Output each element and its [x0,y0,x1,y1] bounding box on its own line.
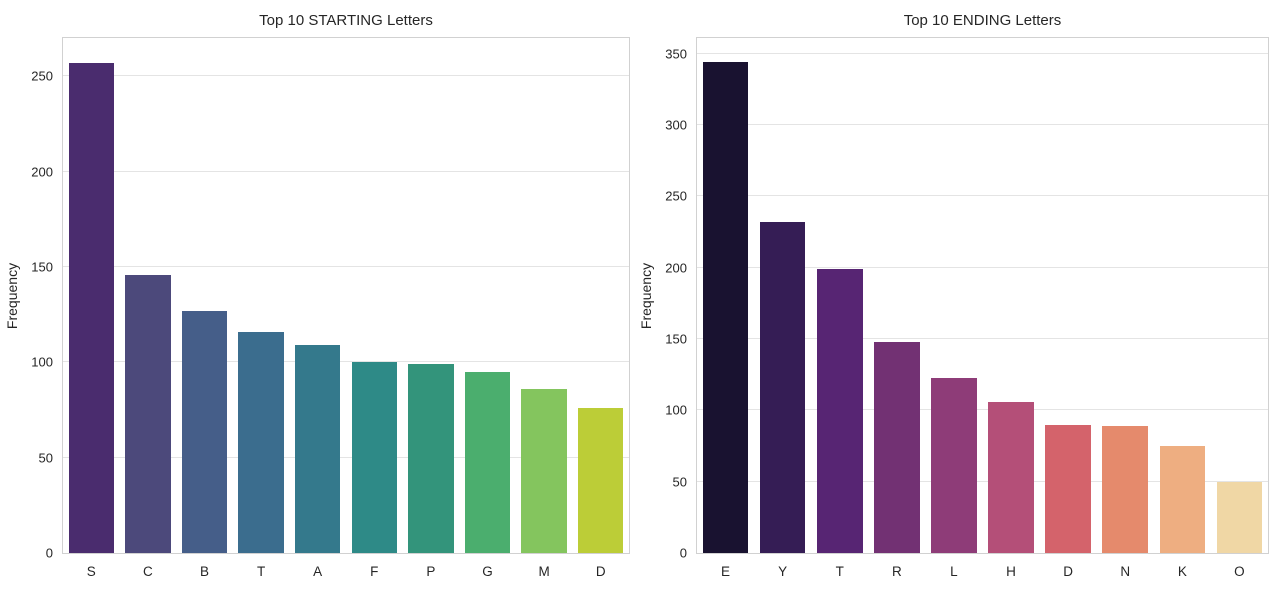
x-tick-label-B: B [199,564,210,579]
bar-H [988,401,1034,553]
gridline-350 [697,52,1268,54]
gridline-150 [63,265,629,267]
bar-N [1102,426,1149,553]
x-tick-label-F: F [370,564,379,579]
y-tick-label-0: 0 [45,545,53,561]
gridline-300 [697,124,1268,126]
y-axis-label-starting: Frequency [4,262,20,329]
x-tick-label-T: T [835,564,844,579]
x-tick-label-M: M [538,564,550,579]
x-tick-label-E: E [721,564,731,579]
ending-letters-plot-area: Top 10 ENDING Letters Frequency 0 50 100 15… [638,12,1269,579]
x-tick-label-D: D [595,564,606,579]
y-tick-label-100: 100 [31,354,53,370]
x-tick-label-K: K [1177,564,1187,579]
bar-O [1216,481,1263,553]
bar-D [578,408,624,553]
bar-C [125,274,171,553]
x-tick-label-S: S [86,564,96,579]
bar-L [931,377,977,553]
chart-title-starting: Top 10 STARTING Letters [259,12,433,29]
gridline-50 [63,456,629,458]
y-tick-label-50: 50 [672,474,687,490]
starting-letters-plot-area: Top 10 STARTING Letters Frequency 0 50 100… [4,12,630,579]
x-tick-label-R: R [891,564,902,579]
x-tick-label-A: A [313,564,323,579]
gridline-200 [63,170,629,172]
chart-title-ending: Top 10 ENDING Letters [903,12,1062,29]
x-tick-label-D: D [1063,564,1074,579]
bar-G [464,371,511,553]
bar-T [816,269,863,553]
bar-D [1045,424,1091,553]
y-tick-label-50: 50 [38,450,53,466]
x-tick-label-N: N [1120,564,1131,579]
x-tick-label-H: H [1006,564,1016,579]
gridline-50 [697,480,1268,482]
y-tick-label-300: 300 [665,117,687,133]
bar-S [68,62,114,553]
y-tick-label-350: 350 [665,46,687,62]
x-tick-label-C: C [143,564,153,579]
x-tick-label-P: P [426,564,436,579]
gridline-200 [697,266,1268,268]
x-tick-label-O: O [1234,564,1245,579]
y-tick-label-250: 250 [31,68,53,84]
bar-F [351,362,397,553]
x-tick-label-Y: Y [778,564,788,579]
gridline-250 [63,75,629,77]
y-tick-label-200: 200 [31,164,53,180]
gridline-100 [63,361,629,363]
y-tick-label-150: 150 [665,331,687,347]
x-tick-label-L: L [950,564,958,579]
bar-P [408,364,454,553]
bar-A [295,345,341,553]
y-axis-label-ending: Frequency [638,262,654,329]
y-tick-label-200: 200 [665,260,687,276]
gridline-150 [697,338,1268,340]
bar-E [702,62,749,553]
y-tick-label-150: 150 [31,259,53,275]
x-tick-label-G: G [482,564,493,579]
bar-T [238,331,284,553]
gridline-250 [697,195,1268,197]
bar-K [1159,446,1206,553]
y-tick-label-100: 100 [665,402,687,418]
x-tick-label-T: T [256,564,266,579]
gridline-100 [697,409,1268,411]
bar-R [874,341,920,553]
y-tick-label-0: 0 [679,545,687,561]
bar-M [521,388,567,553]
bar-B [181,310,228,553]
bar-Y [759,222,806,553]
y-tick-label-250: 250 [665,188,687,204]
